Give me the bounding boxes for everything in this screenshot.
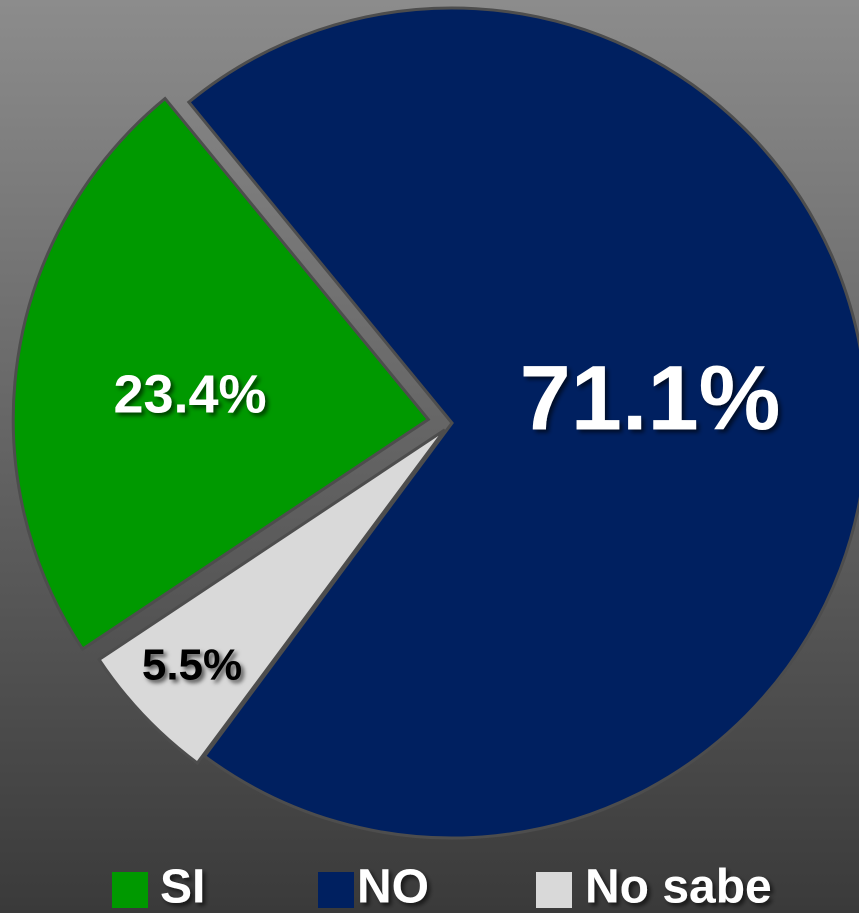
pie-slice	[97, 428, 446, 766]
pie-slice	[11, 96, 431, 652]
legend-label: No sabe	[585, 861, 772, 913]
data-label: 23.4%	[113, 364, 266, 424]
legend-label: SI	[160, 861, 205, 913]
pie-slice	[186, 6, 859, 840]
legend-swatch	[318, 872, 354, 908]
data-label: 5.5%	[142, 641, 242, 690]
legend-swatch	[112, 872, 148, 908]
legend-label: NO	[357, 861, 429, 913]
legend-swatch	[536, 872, 572, 908]
data-label: 71.1%	[520, 347, 781, 449]
